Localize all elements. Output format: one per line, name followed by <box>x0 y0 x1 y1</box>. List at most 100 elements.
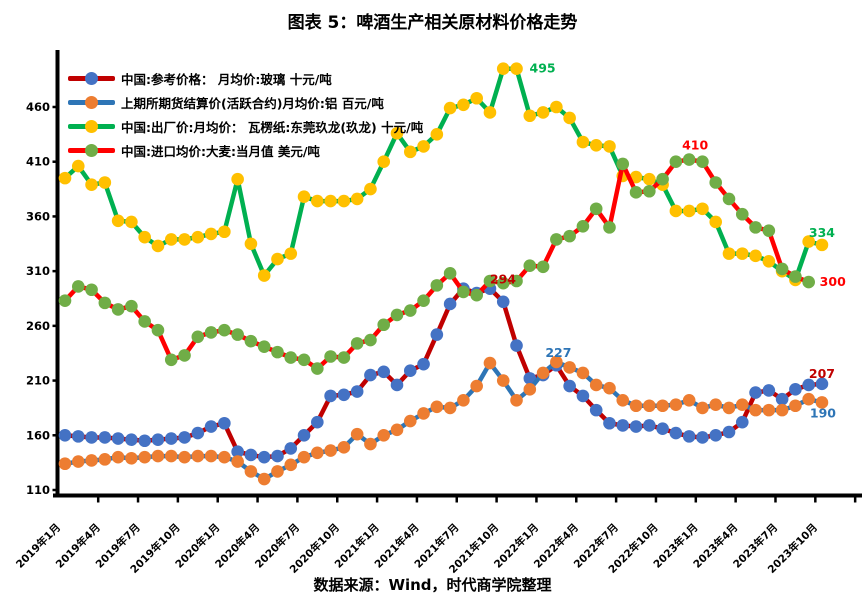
series-marker-2 <box>430 128 444 141</box>
series-marker-3 <box>696 155 709 169</box>
series-marker-3 <box>629 186 643 199</box>
series-marker-3 <box>563 229 576 243</box>
series-marker-2 <box>563 111 576 125</box>
series-marker-3 <box>669 155 683 169</box>
series-marker-3 <box>789 270 802 283</box>
series-marker-3 <box>709 176 723 189</box>
legend-item-corrugated-paper: 中国:出厂价:月均价： 瓦楞纸:东莞玖龙(玖龙) 十元/吨 <box>68 114 423 138</box>
series-marker-2 <box>204 227 218 241</box>
series-marker-3 <box>204 326 218 339</box>
series-marker-0 <box>244 448 258 462</box>
series-marker-0 <box>324 389 337 403</box>
series-marker-1 <box>364 437 377 451</box>
data-label-294: 294 <box>490 272 516 287</box>
y-tick-label: 160 <box>26 428 50 442</box>
series-marker-1 <box>523 383 537 396</box>
legend-marker-glass <box>85 71 98 85</box>
series-marker-0 <box>403 364 417 378</box>
series-marker-1 <box>178 450 191 464</box>
series-marker-3 <box>98 296 112 310</box>
series-marker-3 <box>550 233 563 246</box>
series-marker-1 <box>616 393 630 407</box>
series-marker-0 <box>257 450 271 464</box>
series-marker-3 <box>403 304 417 317</box>
data-label-190: 190 <box>810 405 836 420</box>
series-marker-0 <box>284 442 298 455</box>
series-marker-1 <box>125 451 138 465</box>
series-marker-2 <box>443 101 457 115</box>
series-marker-3 <box>377 318 391 332</box>
series-marker-0 <box>722 425 736 439</box>
series-marker-1 <box>218 450 231 464</box>
data-label-334: 334 <box>809 225 835 240</box>
series-marker-3 <box>111 303 125 316</box>
series-marker-1 <box>417 407 430 420</box>
series-marker-1 <box>629 399 643 413</box>
series-marker-2 <box>244 237 258 251</box>
series-marker-0 <box>629 420 643 433</box>
y-tick-label: 460 <box>26 100 50 114</box>
series-marker-2 <box>311 194 324 208</box>
series-marker-0 <box>178 431 191 444</box>
series-marker-1 <box>443 401 457 415</box>
series-marker-2 <box>523 109 537 123</box>
series-marker-2 <box>802 235 815 248</box>
series-marker-2 <box>536 106 550 119</box>
y-tick-label: 410 <box>26 155 50 169</box>
legend-item-aluminum: 上期所期货结算价(活跃合约)月均价:铝 百元/吨 <box>68 90 423 114</box>
series-marker-2 <box>629 170 643 184</box>
series-marker-0 <box>111 432 125 445</box>
series-marker-0 <box>164 432 178 445</box>
series-marker-3 <box>589 202 603 216</box>
series-marker-3 <box>443 267 457 280</box>
series-marker-2 <box>218 225 231 239</box>
series-marker-1 <box>802 392 815 406</box>
series-marker-3 <box>231 328 244 341</box>
series-marker-2 <box>417 140 430 153</box>
series-marker-3 <box>297 353 311 367</box>
series-marker-1 <box>350 427 364 441</box>
legend-swatch-aluminum <box>68 95 115 109</box>
series-marker-3 <box>138 315 151 328</box>
series-marker-2 <box>191 230 205 244</box>
series-marker-0 <box>71 430 85 443</box>
series-marker-3 <box>85 283 98 297</box>
legend-marker-barley <box>85 143 98 157</box>
series-marker-0 <box>669 426 683 440</box>
series-marker-0 <box>218 416 231 430</box>
series-marker-2 <box>178 233 191 246</box>
series-marker-0 <box>815 377 829 391</box>
series-marker-0 <box>749 386 762 399</box>
series-marker-0 <box>603 416 616 430</box>
series-marker-0 <box>125 433 138 446</box>
series-marker-1 <box>377 428 391 442</box>
series-marker-2 <box>377 155 391 169</box>
series-marker-0 <box>151 433 165 446</box>
series-marker-3 <box>178 349 191 362</box>
series-marker-0 <box>364 368 377 382</box>
series-marker-1 <box>589 378 603 392</box>
series-marker-2 <box>603 140 616 153</box>
series-marker-2 <box>749 249 762 263</box>
series-marker-1 <box>284 458 298 472</box>
series-marker-0 <box>297 428 311 442</box>
series-marker-1 <box>656 399 669 413</box>
series-marker-3 <box>616 157 630 171</box>
series-marker-1 <box>709 398 723 411</box>
series-marker-0 <box>138 434 151 448</box>
series-marker-2 <box>257 269 271 282</box>
series-marker-0 <box>443 297 457 311</box>
series-marker-3 <box>417 294 430 307</box>
series-marker-1 <box>457 393 470 407</box>
series-marker-1 <box>311 446 324 460</box>
series-marker-2 <box>496 62 510 75</box>
series-marker-3 <box>271 345 284 359</box>
series-marker-0 <box>616 419 630 432</box>
series-marker-2 <box>682 204 696 218</box>
series-marker-0 <box>589 403 603 417</box>
series-marker-3 <box>58 294 72 307</box>
series-marker-3 <box>496 276 510 290</box>
series-marker-0 <box>191 426 205 440</box>
series-marker-0 <box>337 388 351 402</box>
